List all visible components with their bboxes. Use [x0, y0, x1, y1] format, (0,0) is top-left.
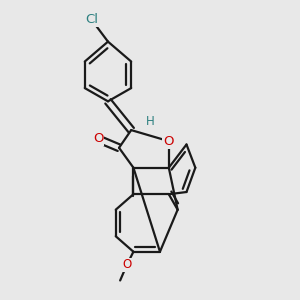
Text: O: O — [164, 135, 174, 148]
Text: O: O — [122, 259, 131, 272]
Text: H: H — [146, 115, 154, 128]
Text: O: O — [93, 132, 103, 146]
Text: Cl: Cl — [85, 13, 98, 26]
